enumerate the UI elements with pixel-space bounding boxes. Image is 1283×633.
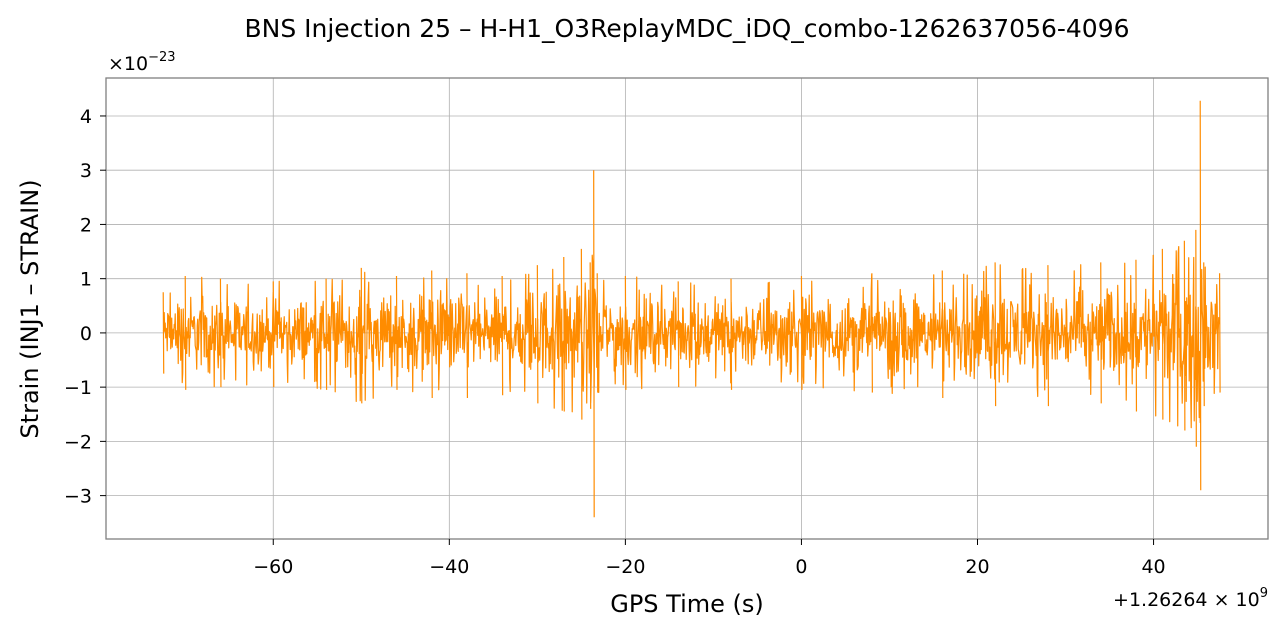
strain-trace-line bbox=[162, 100, 1221, 518]
x-tick-label: 40 bbox=[1141, 556, 1165, 578]
x-tick-label: −60 bbox=[253, 556, 293, 578]
x-axis-label: GPS Time (s) bbox=[610, 590, 764, 618]
x-axis-ticks: −60 −40 −20 0 20 40 bbox=[253, 539, 1166, 578]
x-axis-offset: +1.26264 × 109 bbox=[1113, 586, 1268, 611]
y-axis-scale-factor: ×10−23 bbox=[108, 50, 176, 75]
y-tick-label: 0 bbox=[80, 323, 92, 345]
x-tick-label: −20 bbox=[605, 556, 645, 578]
y-tick-label: 1 bbox=[80, 269, 92, 291]
x-tick-label: −40 bbox=[429, 556, 469, 578]
y-tick-label: −1 bbox=[64, 377, 92, 399]
x-tick-label: 20 bbox=[965, 556, 989, 578]
plot-frame bbox=[105, 77, 1269, 540]
y-tick-label: −3 bbox=[64, 486, 92, 508]
x-offset-exponent: 9 bbox=[1260, 586, 1268, 601]
x-offset-base: +1.26264 bbox=[1113, 589, 1208, 611]
y-axis-label: Strain (INJ1 – STRAIN) bbox=[16, 179, 44, 438]
x-tick-label: 0 bbox=[795, 556, 807, 578]
y-tick-label: −2 bbox=[64, 431, 92, 453]
chart-title: BNS Injection 25 – H-H1_O3ReplayMDC_iDQ_… bbox=[244, 14, 1129, 43]
y-tick-label: 2 bbox=[80, 214, 92, 236]
y-scale-base: ×10 bbox=[108, 53, 148, 75]
y-scale-exponent: −23 bbox=[148, 50, 175, 65]
y-axis-ticks: −3 −2 −1 0 1 2 3 4 bbox=[64, 106, 106, 508]
series-layer bbox=[162, 100, 1221, 518]
y-tick-label: 3 bbox=[80, 160, 92, 182]
y-tick-label: 4 bbox=[80, 106, 92, 128]
